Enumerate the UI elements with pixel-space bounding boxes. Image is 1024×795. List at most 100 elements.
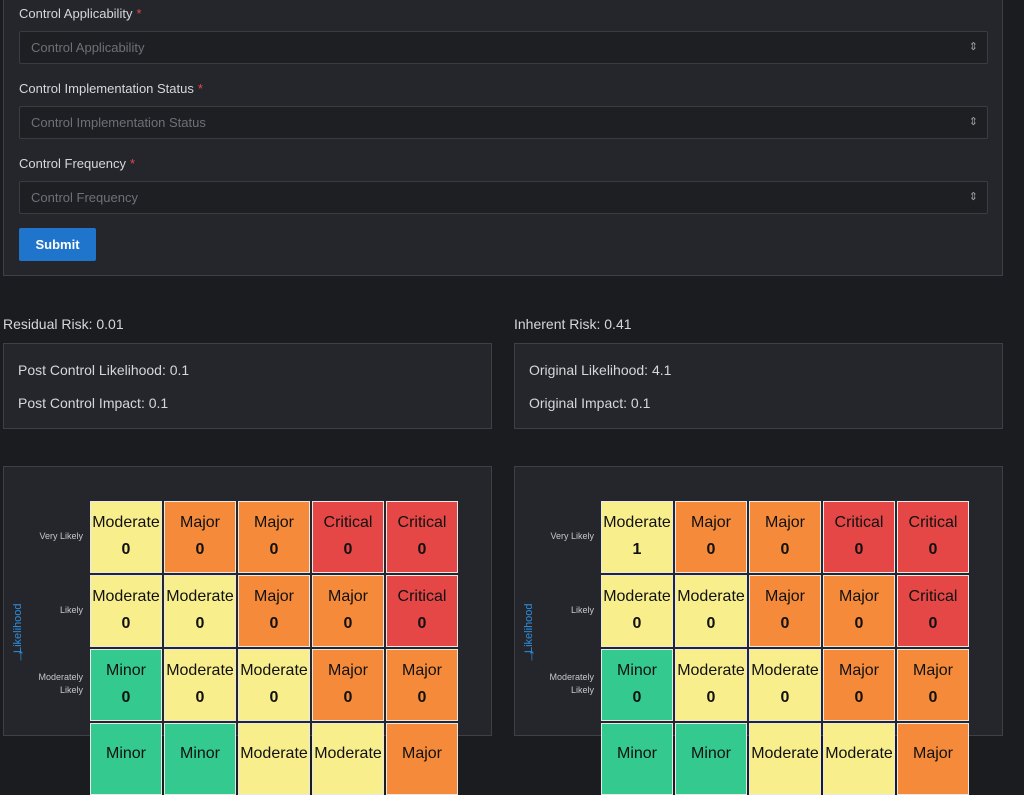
post-control-likelihood: Post Control Likelihood: 0.1 xyxy=(18,362,190,378)
matrix-cell: Critical 0 xyxy=(897,575,969,647)
control-applicability-label: Control Applicability * xyxy=(19,6,142,21)
matrix-cell: Critical 0 xyxy=(897,501,969,573)
matrix-cell: Major 0 xyxy=(164,501,236,573)
risk-level-label: Major xyxy=(764,587,805,605)
post-control-impact: Post Control Impact: 0.1 xyxy=(18,395,169,411)
risk-level-label: Major xyxy=(327,661,368,679)
row-label-likely: Likely xyxy=(59,605,83,615)
arrow-up-icon: ↑ xyxy=(528,647,536,664)
risk-level-label: Minor xyxy=(105,661,146,679)
matrix-cell: Moderate 0 xyxy=(749,649,821,721)
risk-level-label: Major xyxy=(764,513,805,531)
matrix-cell: Minor xyxy=(90,723,162,795)
control-applicability-select[interactable]: Control Applicability ⇕ xyxy=(19,31,988,64)
risk-count: 0 xyxy=(343,688,353,706)
chevron-up-down-icon: ⇕ xyxy=(968,191,978,203)
risk-level-label: Major xyxy=(401,661,442,679)
risk-count: 0 xyxy=(195,688,205,706)
risk-level-label: Major xyxy=(327,587,368,605)
risk-count: 0 xyxy=(195,614,205,632)
risk-level-label: Major xyxy=(838,587,879,605)
risk-count: 0 xyxy=(343,614,353,632)
risk-count: 0 xyxy=(928,540,938,558)
matrix-cell: Moderate 1 xyxy=(601,501,673,573)
risk-count: 0 xyxy=(928,688,938,706)
matrix-cell: Major 0 xyxy=(897,649,969,721)
residual-risk-title: Residual Risk: 0.01 xyxy=(3,316,124,332)
matrix-cell: Major 0 xyxy=(238,575,310,647)
matrix-cell: Moderate xyxy=(749,723,821,795)
risk-count: 0 xyxy=(121,688,131,706)
risk-level-label: Critical xyxy=(323,513,373,531)
likelihood-axis-title: Likelihood xyxy=(12,603,24,653)
risk-level-label: Major xyxy=(912,661,953,679)
matrix-cell: Major 0 xyxy=(823,649,895,721)
matrix-cell: Major 0 xyxy=(749,501,821,573)
risk-level-label: Major xyxy=(690,513,731,531)
matrix-cell: Major 0 xyxy=(675,501,747,573)
risk-level-label: Major xyxy=(253,587,294,605)
submit-button[interactable]: Submit xyxy=(19,228,96,261)
risk-count: 0 xyxy=(854,540,864,558)
matrix-cell: Critical 0 xyxy=(312,501,384,573)
residual-stats-panel: Post Control Likelihood: 0.1 Post Contro… xyxy=(3,343,492,429)
risk-level-label: Critical xyxy=(397,513,447,531)
likelihood-axis-title: Likelihood xyxy=(523,603,535,653)
control-frequency-select[interactable]: Control Frequency ⇕ xyxy=(19,181,988,214)
risk-level-label: Moderate xyxy=(825,744,893,762)
control-implementation-status-select[interactable]: Control Implementation Status ⇕ xyxy=(19,106,988,139)
control-implementation-status-label: Control Implementation Status * xyxy=(19,81,203,96)
matrix-cell: Moderate 0 xyxy=(601,575,673,647)
risk-level-label: Moderate xyxy=(603,513,671,531)
risk-count: 0 xyxy=(269,688,279,706)
risk-count: 0 xyxy=(632,614,642,632)
original-impact: Original Impact: 0.1 xyxy=(529,395,651,411)
select-placeholder: Control Applicability xyxy=(31,40,145,55)
risk-count: 0 xyxy=(706,540,716,558)
matrix-cell: Major 0 xyxy=(823,575,895,647)
risk-level-label: Moderate xyxy=(751,744,819,762)
risk-count: 0 xyxy=(780,540,790,558)
row-label-likely: Likely xyxy=(570,605,594,615)
risk-count: 0 xyxy=(854,614,864,632)
select-placeholder: Control Implementation Status xyxy=(31,115,206,130)
residual-risk-matrix: Moderate 0 Major 0 Major 0 Critical 0 Critical 0 M… xyxy=(90,501,458,795)
risk-level-label: Major xyxy=(838,661,879,679)
matrix-cell: Moderate 0 xyxy=(238,649,310,721)
inherent-stats-panel: Original Likelihood: 4.1 Original Impact… xyxy=(514,343,1003,429)
required-marker: * xyxy=(197,81,203,96)
risk-count: 0 xyxy=(343,540,353,558)
required-marker: * xyxy=(136,6,142,21)
risk-count: 0 xyxy=(780,614,790,632)
risk-count: 0 xyxy=(632,688,642,706)
matrix-cell: Moderate xyxy=(238,723,310,795)
matrix-cell: Major 0 xyxy=(386,649,458,721)
row-label-very-likely: Very Likely xyxy=(39,531,83,541)
matrix-cell: Moderate xyxy=(823,723,895,795)
matrix-cell: Major 0 xyxy=(238,501,310,573)
risk-level-label: Major xyxy=(401,744,442,762)
risk-count: 0 xyxy=(706,688,716,706)
original-likelihood: Original Likelihood: 4.1 xyxy=(529,362,672,378)
matrix-cell: Minor 0 xyxy=(90,649,162,721)
risk-level-label: Major xyxy=(912,744,953,762)
arrow-up-icon: ↑ xyxy=(17,647,25,664)
risk-count: 0 xyxy=(417,540,427,558)
risk-level-label: Minor xyxy=(616,744,657,762)
risk-level-label: Major xyxy=(253,513,294,531)
matrix-cell: Minor xyxy=(601,723,673,795)
risk-level-label: Moderate xyxy=(677,661,745,679)
risk-count: 0 xyxy=(269,614,279,632)
matrix-cell: Moderate 0 xyxy=(164,649,236,721)
required-marker: * xyxy=(129,156,136,171)
matrix-cell: Moderate 0 xyxy=(675,649,747,721)
risk-level-label: Moderate xyxy=(92,513,160,531)
chevron-up-down-icon: ⇕ xyxy=(968,116,978,128)
risk-count: 0 xyxy=(706,614,716,632)
row-label-moderately-likely: Moderately Likely xyxy=(38,672,83,695)
matrix-cell: Moderate 0 xyxy=(164,575,236,647)
inherent-risk-matrix-panel: Very Likely Likely Moderately Likely ↑ L… xyxy=(514,466,1003,795)
inherent-risk-matrix: Moderate 1 Major 0 Major 0 Critical 0 Critical 0 M… xyxy=(601,501,969,795)
row-label-very-likely: Very Likely xyxy=(550,531,594,541)
matrix-cell: Major xyxy=(897,723,969,795)
